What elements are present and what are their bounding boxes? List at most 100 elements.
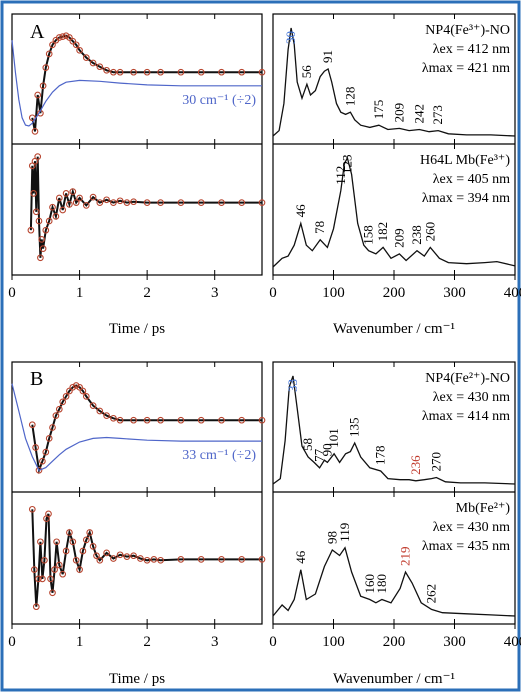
- wn-tick-label: 400: [504, 285, 521, 301]
- fit-label: 33 cm⁻¹ (÷2): [182, 448, 256, 463]
- data-trace: [29, 156, 262, 258]
- data-point: [39, 245, 47, 252]
- wn-tick-label: 100: [322, 634, 345, 650]
- peak-label: 209: [391, 228, 406, 248]
- excitation-wavelength: λex = 412 nm: [433, 42, 510, 57]
- data-point: [37, 254, 44, 262]
- absorption-max: λmax = 394 nm: [422, 191, 510, 206]
- data-point: [45, 217, 53, 225]
- data-point: [37, 538, 44, 546]
- data-point: [32, 444, 39, 451]
- data-point: [143, 68, 151, 76]
- data-point: [34, 153, 42, 160]
- data-point: [238, 199, 246, 206]
- data-point: [258, 199, 266, 206]
- time-axis-label: Time / ps: [109, 321, 165, 337]
- data-point: [66, 201, 73, 208]
- wn-tick-label: 200: [383, 634, 406, 650]
- data-point: [258, 556, 266, 563]
- data-point: [157, 416, 164, 424]
- data-point: [59, 206, 67, 214]
- data-point: [238, 416, 246, 424]
- peak-label: 123: [339, 154, 354, 174]
- data-point: [116, 416, 124, 424]
- wn-tick-label: 200: [383, 285, 406, 301]
- data-point: [69, 37, 77, 45]
- peak-label: 90: [319, 443, 334, 456]
- traces-layer: [11, 27, 516, 617]
- data-point: [27, 226, 35, 234]
- data-point: [62, 393, 70, 400]
- peak-label: 30: [283, 31, 298, 44]
- wn-tick-label: 400: [504, 634, 521, 650]
- data-point: [238, 556, 246, 563]
- data-point: [28, 421, 36, 429]
- data-point: [123, 553, 131, 560]
- spectrum-trace: [272, 156, 516, 268]
- fit-label: 30 cm⁻¹ (÷2): [182, 93, 256, 108]
- data-point: [72, 199, 80, 206]
- data-point: [197, 68, 205, 76]
- data-point: [177, 416, 185, 424]
- spectrum-trace: [272, 27, 516, 137]
- data-point: [30, 190, 37, 197]
- data-point: [123, 199, 131, 206]
- panel-label: B: [30, 368, 43, 390]
- data-point: [96, 199, 104, 206]
- data-point: [66, 387, 73, 395]
- data-point: [89, 402, 97, 409]
- peak-label: 135: [347, 418, 362, 438]
- data-point: [32, 603, 40, 611]
- fit-trace: [11, 40, 262, 127]
- peak-label: 209: [391, 103, 406, 123]
- data-point: [258, 68, 266, 76]
- peak-label: 119: [337, 523, 352, 542]
- time-tick-label: 3: [211, 634, 219, 650]
- data-point: [39, 82, 47, 90]
- excitation-wavelength: λex = 405 nm: [433, 172, 510, 187]
- data-point: [96, 63, 104, 71]
- data-point: [62, 32, 70, 40]
- data-point: [69, 188, 77, 195]
- data-point: [32, 208, 40, 216]
- peak-label: 175: [371, 100, 386, 120]
- peak-label: 236: [408, 455, 423, 475]
- time-panel-frame: [11, 361, 263, 625]
- peak-label: 78: [312, 221, 327, 234]
- data-point: [116, 551, 124, 559]
- peak-label: 260: [422, 222, 437, 242]
- data-point: [96, 556, 104, 564]
- peak-label: 219: [398, 547, 413, 567]
- data-point: [89, 193, 97, 201]
- wn-axis-label: Wavenumber / cm⁻¹: [333, 321, 455, 337]
- data-point: [103, 196, 110, 204]
- data-point: [62, 547, 70, 555]
- time-tick-label: 0: [8, 285, 16, 301]
- sample-name: NP4(Fe³⁺)-NO: [425, 23, 510, 38]
- time-tick-label: 0: [8, 634, 16, 650]
- data-point: [218, 68, 225, 76]
- data-point: [69, 383, 77, 391]
- sample-name: H64L Mb(Fe³⁺): [420, 153, 510, 168]
- data-point: [218, 199, 225, 206]
- data-point: [218, 416, 225, 424]
- data-point: [96, 407, 104, 415]
- data-point: [35, 217, 43, 225]
- data-point: [82, 202, 90, 209]
- data-point: [39, 575, 46, 583]
- peak-label: 128: [342, 87, 357, 107]
- data-point: [130, 68, 137, 76]
- data-point: [52, 213, 60, 220]
- data-point: [143, 199, 151, 206]
- data-point: [59, 570, 67, 578]
- peak-label: 178: [373, 446, 388, 466]
- data-point: [89, 543, 97, 550]
- data-point: [82, 54, 90, 61]
- data-point: [66, 529, 73, 536]
- data-trace: [31, 34, 262, 132]
- data-point: [157, 68, 164, 76]
- peak-label: 98: [324, 531, 339, 544]
- data-point: [130, 416, 137, 424]
- peak-label: 101: [326, 428, 341, 448]
